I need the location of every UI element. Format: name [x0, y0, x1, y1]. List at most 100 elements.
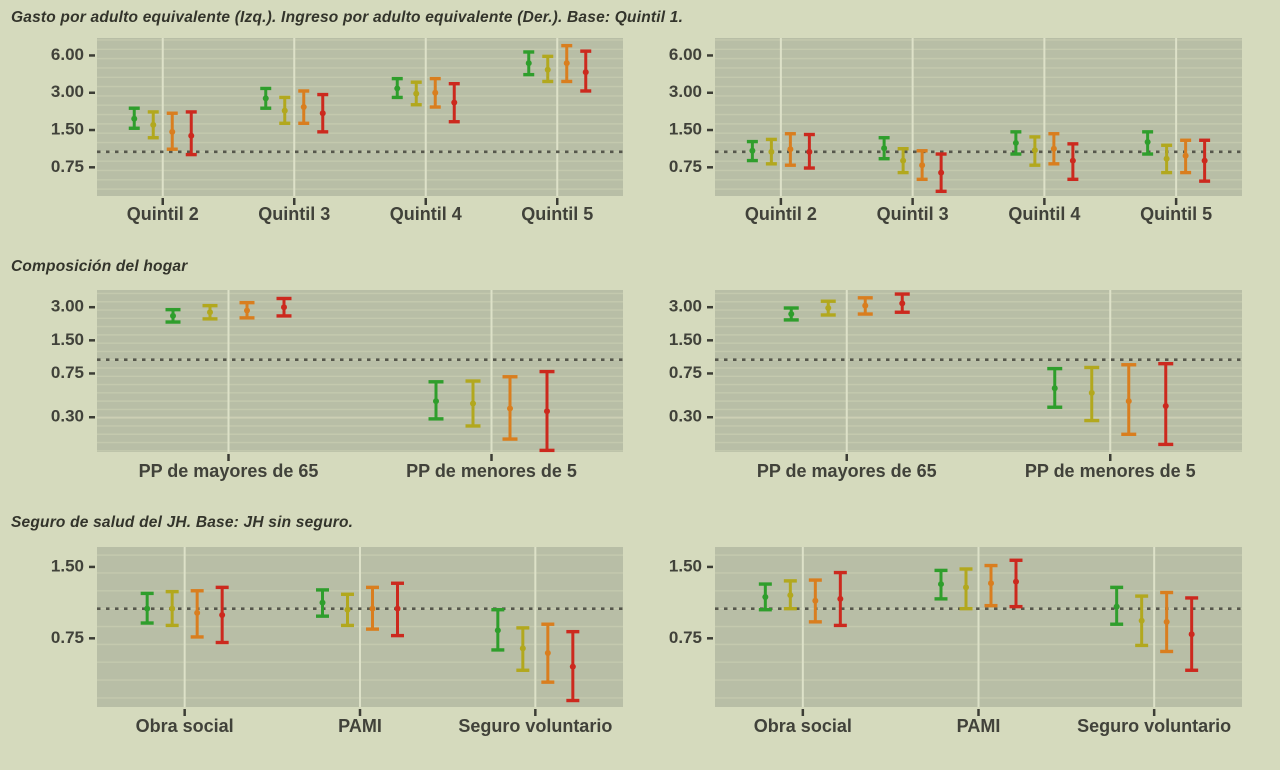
- point-estimate-rojo: [1188, 631, 1195, 638]
- point-estimate-rojo: [1201, 157, 1208, 164]
- point-estimate-naranja: [787, 146, 794, 153]
- point-estimate-rojo: [451, 99, 458, 106]
- y-tick-label: 0.30: [51, 407, 84, 426]
- point-estimate-rojo: [582, 69, 589, 76]
- y-tick-label: 1.50: [51, 556, 84, 575]
- point-estimate-verde: [1051, 385, 1058, 392]
- point-estimate-amarillo: [1138, 617, 1145, 624]
- point-estimate-amarillo: [470, 400, 476, 407]
- point-estimate-naranja: [369, 605, 376, 612]
- point-estimate-rojo: [188, 132, 195, 139]
- point-estimate-rojo: [1069, 157, 1076, 164]
- x-tick-label: Quintil 2: [745, 204, 817, 224]
- y-tick-label: 0.30: [669, 407, 702, 426]
- point-estimate-amarillo: [519, 645, 526, 652]
- point-estimate-amarillo: [169, 605, 176, 612]
- panel-background: [97, 38, 623, 196]
- x-tick-label: Seguro voluntario: [1077, 716, 1231, 736]
- x-tick-label: PP de menores de 5: [1025, 461, 1196, 481]
- point-estimate-verde: [394, 85, 401, 92]
- point-estimate-naranja: [244, 307, 250, 314]
- y-tick-label: 3.00: [51, 297, 84, 316]
- point-estimate-rojo: [281, 304, 287, 311]
- point-estimate-amarillo: [1031, 147, 1038, 154]
- point-estimate-amarillo: [825, 305, 832, 312]
- point-estimate-naranja: [169, 128, 176, 135]
- y-tick-label: 3.00: [669, 297, 702, 316]
- point-estimate-amarillo: [1163, 155, 1170, 162]
- point-estimate-naranja: [1125, 398, 1132, 405]
- y-tick-label: 1.50: [669, 120, 702, 139]
- x-tick-label: Seguro voluntario: [458, 716, 612, 736]
- row-title-seguro-salud: Seguro de salud del JH. Base: JH sin seg…: [11, 514, 354, 531]
- point-estimate-rojo: [938, 169, 945, 176]
- point-estimate-naranja: [1182, 152, 1189, 159]
- panel-background: [715, 290, 1242, 452]
- x-tick-label: PAMI: [957, 716, 1001, 736]
- point-estimate-amarillo: [150, 121, 157, 128]
- point-estimate-rojo: [319, 110, 326, 117]
- point-estimate-naranja: [862, 302, 869, 309]
- y-tick-label: 0.75: [51, 363, 84, 382]
- y-tick-label: 1.50: [669, 330, 702, 349]
- point-estimate-naranja: [1050, 145, 1057, 152]
- point-estimate-verde: [1144, 139, 1151, 146]
- y-tick-label: 1.50: [669, 556, 702, 575]
- point-estimate-rojo: [394, 605, 401, 612]
- point-estimate-naranja: [1163, 618, 1170, 625]
- point-estimate-verde: [1012, 139, 1019, 146]
- point-estimate-amarillo: [963, 584, 969, 591]
- point-estimate-rojo: [837, 595, 844, 602]
- point-estimate-rojo: [1013, 578, 1019, 585]
- point-estimate-naranja: [194, 609, 201, 616]
- y-tick-label: 6.00: [51, 45, 84, 64]
- point-estimate-rojo: [899, 300, 906, 307]
- point-estimate-verde: [788, 311, 795, 318]
- point-estimate-amarillo: [344, 606, 351, 613]
- y-tick-label: 6.00: [669, 45, 702, 64]
- point-estimate-verde: [319, 599, 326, 606]
- panel-background: [97, 290, 623, 452]
- y-tick-label: 0.75: [669, 628, 702, 647]
- x-tick-label: Quintil 5: [1140, 204, 1212, 224]
- x-tick-label: PAMI: [338, 716, 382, 736]
- point-estimate-verde: [170, 312, 176, 319]
- x-tick-label: Quintil 3: [258, 204, 330, 224]
- panel-background: [715, 38, 1242, 196]
- point-estimate-verde: [762, 594, 769, 601]
- x-tick-label: PP de mayores de 65: [139, 461, 319, 481]
- x-tick-label: PP de menores de 5: [406, 461, 577, 481]
- x-tick-label: Obra social: [754, 716, 852, 736]
- point-estimate-verde: [881, 145, 888, 152]
- point-estimate-verde: [938, 581, 944, 588]
- point-estimate-naranja: [919, 162, 926, 169]
- point-estimate-naranja: [432, 89, 439, 96]
- point-estimate-amarillo: [413, 90, 420, 97]
- point-estimate-verde: [749, 147, 756, 154]
- x-tick-label: Obra social: [136, 716, 234, 736]
- point-estimate-amarillo: [787, 592, 794, 599]
- point-estimate-amarillo: [900, 157, 907, 164]
- point-estimate-naranja: [988, 580, 994, 587]
- y-tick-label: 0.75: [669, 157, 702, 176]
- point-estimate-rojo: [1162, 402, 1169, 409]
- y-tick-label: 3.00: [669, 82, 702, 101]
- y-tick-label: 3.00: [51, 82, 84, 101]
- x-tick-label: Quintil 3: [877, 204, 949, 224]
- point-estimate-amarillo: [544, 66, 551, 73]
- point-estimate-naranja: [507, 405, 513, 412]
- x-tick-label: Quintil 2: [127, 204, 199, 224]
- point-estimate-rojo: [806, 148, 813, 155]
- point-estimate-verde: [131, 115, 138, 122]
- point-estimate-naranja: [563, 60, 570, 67]
- point-estimate-rojo: [544, 408, 550, 415]
- y-tick-label: 0.75: [51, 157, 84, 176]
- point-estimate-verde: [494, 627, 501, 634]
- point-estimate-amarillo: [207, 309, 213, 316]
- point-estimate-rojo: [219, 612, 226, 619]
- row-title-gasto-ingreso: Gasto por adulto equivalente (Izq.). Ing…: [11, 9, 684, 26]
- point-estimate-amarillo: [281, 107, 288, 114]
- x-tick-label: Quintil 4: [390, 204, 462, 224]
